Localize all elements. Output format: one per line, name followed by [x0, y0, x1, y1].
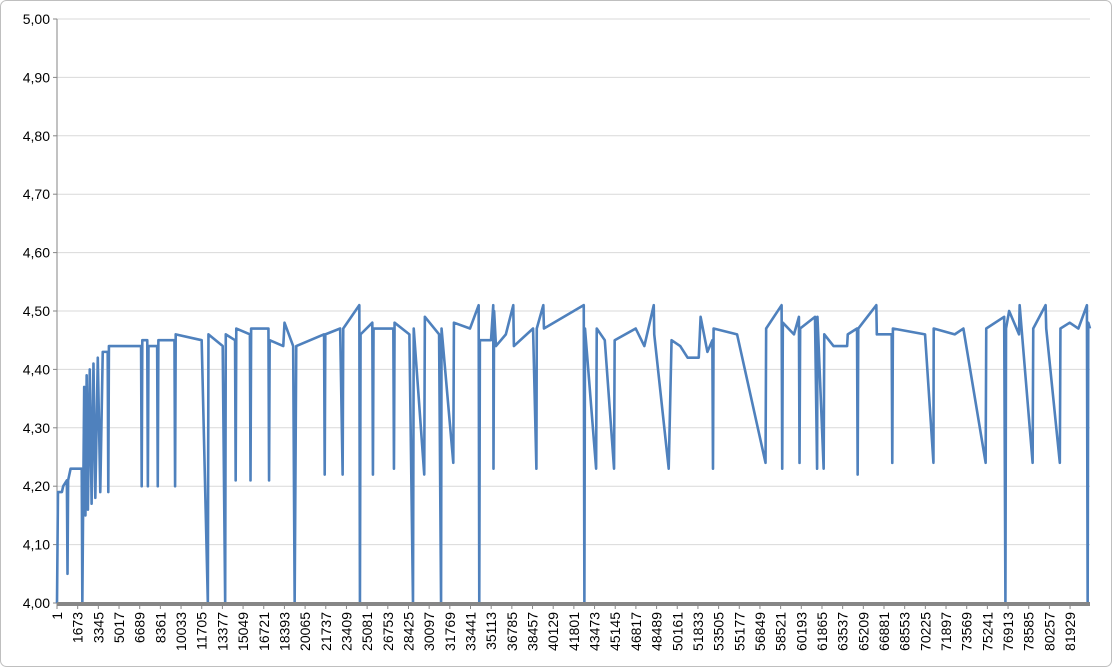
y-tick-label: 4,20	[23, 478, 50, 494]
x-tick-label: 56849	[752, 612, 768, 651]
x-tick-label: 15049	[235, 612, 251, 651]
x-tick-label: 35113	[483, 612, 499, 650]
x-tick-label: 41801	[566, 612, 582, 651]
x-tick-label: 36785	[504, 612, 520, 651]
y-tick-label: 4,80	[23, 128, 50, 144]
y-tick-label: 5,00	[23, 11, 50, 27]
x-tick-label: 40129	[545, 612, 561, 651]
x-tick-label: 46817	[628, 612, 644, 651]
x-tick-label: 16721	[256, 612, 272, 651]
x-tick-label: 71897	[938, 612, 954, 651]
x-tick-label: 76913	[1000, 612, 1016, 651]
x-tick-label: 58521	[773, 612, 789, 651]
x-tick-label: 38457	[525, 612, 541, 651]
x-tick-label: 81929	[1062, 612, 1078, 651]
x-tick-label: 55177	[731, 612, 747, 651]
x-tick-label: 61865	[814, 612, 830, 651]
y-tick-label: 4,30	[23, 420, 50, 436]
x-tick-label: 1	[49, 612, 65, 620]
x-tick-label: 50161	[669, 612, 685, 651]
x-tick-label: 11705	[194, 612, 210, 650]
x-tick-label: 28425	[400, 612, 416, 651]
x-tick-label: 21737	[318, 612, 334, 651]
x-tick-label: 65209	[855, 612, 871, 651]
x-tick-label: 8361	[152, 612, 168, 643]
x-tick-label: 5017	[111, 612, 127, 643]
y-tick-label: 4,50	[23, 303, 50, 319]
x-tick-label: 66881	[876, 612, 892, 651]
x-tick-label: 80257	[1041, 612, 1057, 651]
y-tick-label: 4,70	[23, 186, 50, 202]
x-tick-label: 3345	[90, 612, 106, 643]
x-tick-label: 26753	[380, 612, 396, 651]
y-tick-label: 4,90	[23, 69, 50, 85]
axis-labels: 4,00 4,10 4,20 4,30 4,40 4,50 4,60 4,70 4,80 4,90…	[23, 11, 1078, 651]
x-tick-label: 43473	[587, 612, 603, 651]
x-tick-label: 31769	[442, 612, 458, 651]
x-tick-label: 51833	[690, 612, 706, 651]
x-tick-label: 33441	[463, 612, 479, 651]
x-tick-label: 23409	[338, 612, 354, 651]
x-tick-label: 48489	[649, 612, 665, 651]
x-tick-label: 68553	[897, 612, 913, 651]
x-tick-label: 75241	[979, 612, 995, 651]
x-tick-label: 30097	[421, 612, 437, 651]
data-line	[55, 303, 1092, 605]
x-tick-label: 13377	[214, 612, 230, 651]
x-tick-label: 60193	[793, 612, 809, 651]
x-tick-label: 78585	[1021, 612, 1037, 651]
y-tick-label: 4,40	[23, 361, 50, 377]
x-tick-label: 73569	[959, 612, 975, 651]
x-tick-label: 18393	[276, 612, 292, 651]
y-tick-label: 4,60	[23, 245, 50, 261]
x-tick-label: 10033	[173, 612, 189, 651]
x-tick-label: 25081	[359, 612, 375, 651]
y-tick-label: 4,10	[23, 537, 50, 553]
x-tick-label: 70225	[917, 612, 933, 651]
x-tick-label: 53505	[711, 612, 727, 651]
x-tick-label: 63537	[835, 612, 851, 651]
x-tick-label: 45145	[607, 612, 623, 651]
x-tick-label: 1673	[70, 612, 86, 643]
x-tick-label: 20065	[297, 612, 313, 651]
x-tick-label: 6689	[132, 612, 148, 643]
y-tick-label: 4,00	[23, 595, 50, 611]
plot-area	[55, 303, 1092, 606]
